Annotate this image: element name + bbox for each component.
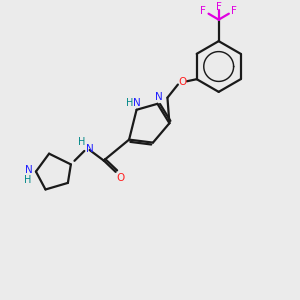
Text: H: H bbox=[78, 137, 85, 147]
Text: N: N bbox=[155, 92, 163, 102]
Text: H: H bbox=[24, 175, 31, 185]
Text: F: F bbox=[216, 2, 222, 12]
Text: O: O bbox=[178, 77, 187, 87]
Text: N: N bbox=[133, 98, 141, 108]
Text: H: H bbox=[126, 98, 134, 108]
Text: N: N bbox=[86, 144, 94, 154]
Text: F: F bbox=[200, 6, 206, 16]
Text: O: O bbox=[117, 173, 125, 183]
Text: F: F bbox=[231, 6, 237, 16]
Text: N: N bbox=[25, 165, 32, 175]
